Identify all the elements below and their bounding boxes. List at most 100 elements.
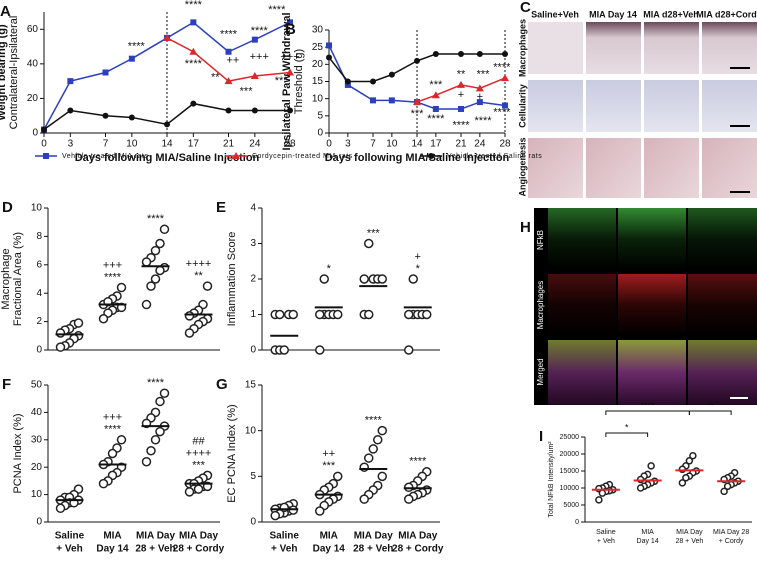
- marker: [225, 48, 232, 55]
- annotation: ***: [411, 108, 425, 120]
- comparison-bracket: [605, 410, 690, 415]
- y-tick-label: 2: [36, 316, 42, 327]
- image: [618, 340, 686, 405]
- x-tick-label: MIA: [320, 531, 338, 542]
- y-tick-label: 0: [36, 345, 42, 356]
- data-point: [598, 489, 607, 497]
- significance-label: ++++: [186, 447, 212, 459]
- column-title: Saline+Veh: [531, 9, 579, 19]
- significance-label: ***: [367, 227, 381, 239]
- y-tick-label: 50: [31, 380, 43, 391]
- y-tick-label: 4: [36, 288, 42, 299]
- data-point: [116, 435, 127, 445]
- data-point: [150, 435, 161, 445]
- data-point: [55, 342, 66, 352]
- marker: [475, 84, 484, 92]
- data-point: [636, 475, 645, 484]
- marker: [250, 71, 259, 79]
- panel-letter: F: [2, 376, 11, 393]
- y-axis-label: Threshold (g): [293, 49, 305, 114]
- y-tick-label: 5: [317, 110, 323, 121]
- image: [586, 22, 641, 74]
- x-tick-label: + Veh: [56, 544, 82, 555]
- column-title: MIA Day 14: [589, 9, 637, 19]
- legend-label: Vehicle-treated MIA rats: [62, 153, 148, 160]
- annotation: ****: [268, 4, 286, 16]
- y-axis-label: Ipsilateral Paw Withdrawal: [281, 12, 293, 150]
- marker: [458, 105, 464, 112]
- annotation: ****: [427, 113, 445, 125]
- row-label: NFkB: [536, 230, 545, 250]
- panel-letter: A: [0, 3, 11, 20]
- data-point: [685, 457, 694, 465]
- marker: [41, 126, 47, 133]
- panel-letter: E: [216, 199, 226, 216]
- x-tick-label: 21: [455, 139, 467, 150]
- marker: [128, 114, 135, 121]
- data-point: [146, 281, 156, 291]
- x-tick-label: Saline: [55, 531, 85, 542]
- significance-label: ***: [322, 460, 336, 472]
- marker: [414, 57, 420, 64]
- data-point: [141, 299, 152, 310]
- x-tick-label: Saline: [270, 531, 300, 542]
- row-label: Macrophages: [536, 281, 545, 329]
- annotation: ****: [251, 25, 269, 37]
- data-point: [333, 471, 343, 482]
- significance-label: ***: [192, 459, 206, 471]
- data-point: [647, 462, 655, 470]
- annotation: +: [458, 89, 464, 101]
- panel-letter: B: [285, 21, 296, 38]
- annotation: ****: [185, 0, 203, 11]
- panel-letter: I: [539, 428, 543, 445]
- data-point: [404, 345, 414, 355]
- data-point: [404, 494, 414, 504]
- image: [548, 208, 616, 270]
- y-tick-label: 20000: [560, 451, 580, 458]
- y-tick-label: 30: [31, 434, 43, 445]
- image: [644, 22, 699, 74]
- significance-label: ****: [409, 456, 427, 468]
- marker: [432, 51, 439, 58]
- y-tick-label: 40: [27, 58, 39, 69]
- x-tick-label: + Veh: [271, 544, 297, 555]
- x-axis-label: Days following MIA/Saline Injection: [75, 152, 260, 164]
- x-tick-label: 7: [370, 139, 376, 150]
- significance-label: +++: [103, 412, 122, 424]
- data-point: [155, 396, 165, 407]
- x-tick-label: 24: [474, 139, 486, 150]
- data-point: [377, 274, 387, 284]
- annotation: +: [477, 91, 483, 103]
- y-tick-label: 0: [250, 517, 256, 528]
- annotation: ****: [493, 106, 511, 118]
- x-tick-label: 0: [326, 139, 332, 150]
- data-point: [98, 314, 109, 324]
- image: [644, 80, 699, 132]
- significance-label: ****: [104, 271, 122, 283]
- x-tick-label: MIA Day: [354, 531, 394, 542]
- significance-label: ++: [322, 448, 335, 460]
- row-label: Cellularity: [517, 84, 527, 128]
- y-tick-label: 0: [317, 128, 323, 139]
- annotation: ****: [185, 58, 203, 70]
- x-tick-label: 14: [411, 139, 423, 150]
- image: [688, 340, 757, 405]
- y-tick-label: 25: [312, 42, 324, 53]
- y-axis-label: Weight bearing (g): [0, 24, 8, 121]
- marker: [287, 19, 293, 26]
- data-point: [315, 506, 325, 516]
- panel-h: H NFkB Macrophages Merged: [520, 208, 757, 405]
- image: [528, 80, 583, 132]
- annotation: ***: [275, 75, 289, 87]
- y-tick-label: 15000: [560, 468, 580, 475]
- data-point: [275, 309, 285, 320]
- marker: [251, 36, 258, 43]
- x-tick-label: MIA: [103, 531, 121, 542]
- marker: [502, 51, 508, 58]
- row-label: Merged: [536, 358, 545, 385]
- data-point: [155, 265, 165, 276]
- panel-c: C Saline+Veh MIA Day 14 MIA d28+Veh MIA …: [517, 0, 757, 198]
- annotation: ***: [477, 69, 491, 81]
- comparison-bracket: [605, 432, 649, 437]
- x-tick-label: 28 + Veh: [675, 538, 703, 545]
